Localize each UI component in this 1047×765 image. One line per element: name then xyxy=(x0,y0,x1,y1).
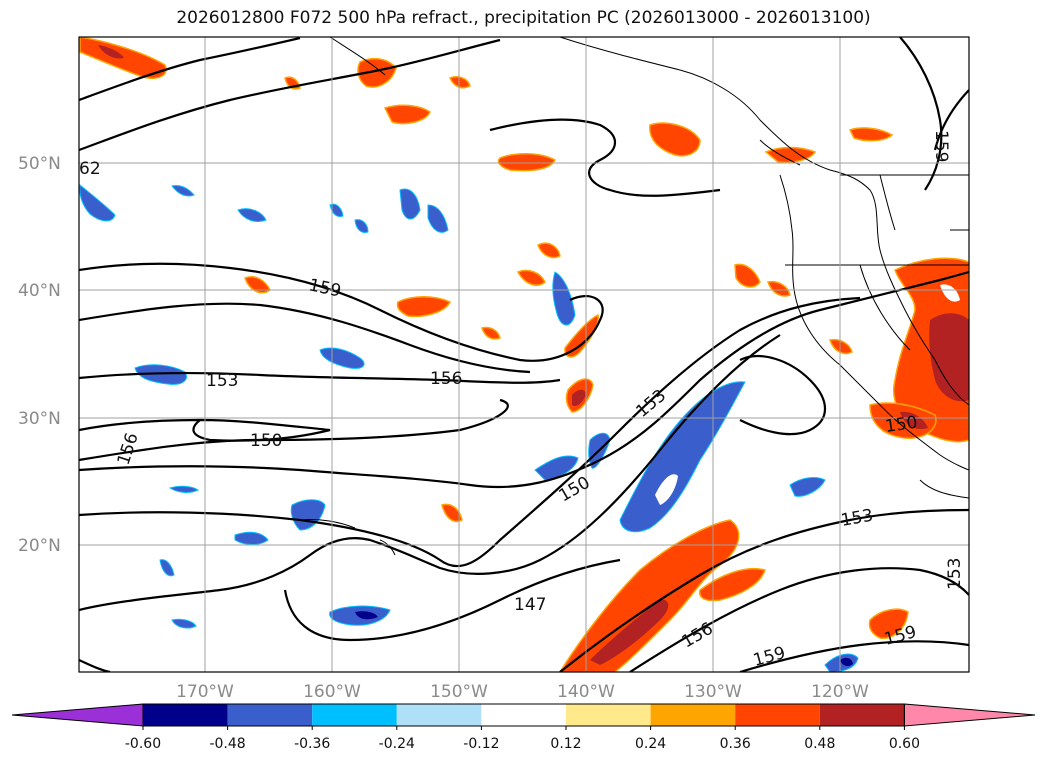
colorbar-segment xyxy=(650,704,736,726)
lon-label: 150°W xyxy=(430,682,488,702)
colorbar-tick-label: 0.36 xyxy=(720,736,751,752)
precip-negative-areas xyxy=(79,184,859,672)
lat-label: 40°N xyxy=(18,281,61,301)
contour-label: 150 xyxy=(884,413,919,437)
colorbar-tick-label: -0.60 xyxy=(125,736,161,752)
colorbar-tick-label: 0.24 xyxy=(635,736,666,752)
lat-label: 50°N xyxy=(18,154,61,174)
colorbar-outline xyxy=(142,703,905,727)
contour-label: 159 xyxy=(931,130,951,162)
lon-label: 160°W xyxy=(303,682,361,702)
colorbar-extend-max xyxy=(903,703,1036,727)
colorbar-segment xyxy=(566,704,651,726)
colorbar: -0.60 -0.48 -0.36 -0.24 -0.12 0.12 0.24 0.36 0.4… xyxy=(11,703,1036,752)
contour-label: 153 xyxy=(206,371,238,391)
lon-label: 170°W xyxy=(176,682,234,702)
lon-label: 120°W xyxy=(811,682,869,702)
colorbar-segment xyxy=(396,704,482,726)
colorbar-segment xyxy=(735,704,820,726)
lon-label: 140°W xyxy=(557,682,615,702)
colorbar-extend-min xyxy=(11,703,144,727)
colorbar-segment xyxy=(481,704,566,726)
map-background xyxy=(79,37,969,672)
latitude-labels: 50°N 40°N 30°N 20°N xyxy=(18,154,61,556)
colorbar-segment xyxy=(312,704,397,726)
map-title: 2026012800 F072 500 hPa refract., precip… xyxy=(176,8,871,28)
colorbar-tick-label: -0.36 xyxy=(294,736,330,752)
colorbar-tick-label: 0.12 xyxy=(550,736,581,752)
colorbar-tick-label: 0.48 xyxy=(804,736,835,752)
colorbar-segment xyxy=(227,704,313,726)
colorbar-segment xyxy=(819,704,905,726)
contour-label: 153 xyxy=(945,558,965,590)
colorbar-tick-label: -0.48 xyxy=(209,736,245,752)
colorbar-segment xyxy=(143,704,228,726)
colorbar-tick-label: 0.60 xyxy=(889,736,920,752)
lat-label: 30°N xyxy=(18,409,61,429)
map-frame xyxy=(78,36,970,673)
lon-label: 130°W xyxy=(684,682,742,702)
colorbar-tick-label: -0.12 xyxy=(463,736,499,752)
precip-positive-areas xyxy=(79,37,969,672)
colorbar-tick-label: -0.24 xyxy=(379,736,415,752)
longitude-labels: 170°W 160°W 150°W 140°W 130°W 120°W xyxy=(176,682,869,702)
graticule xyxy=(79,37,969,672)
contour-label: 62 xyxy=(79,159,101,179)
contour-label: 147 xyxy=(514,595,546,615)
contour-label: 156 xyxy=(430,369,462,389)
lat-label: 20°N xyxy=(18,536,61,556)
contour-label: 150 xyxy=(250,431,282,451)
